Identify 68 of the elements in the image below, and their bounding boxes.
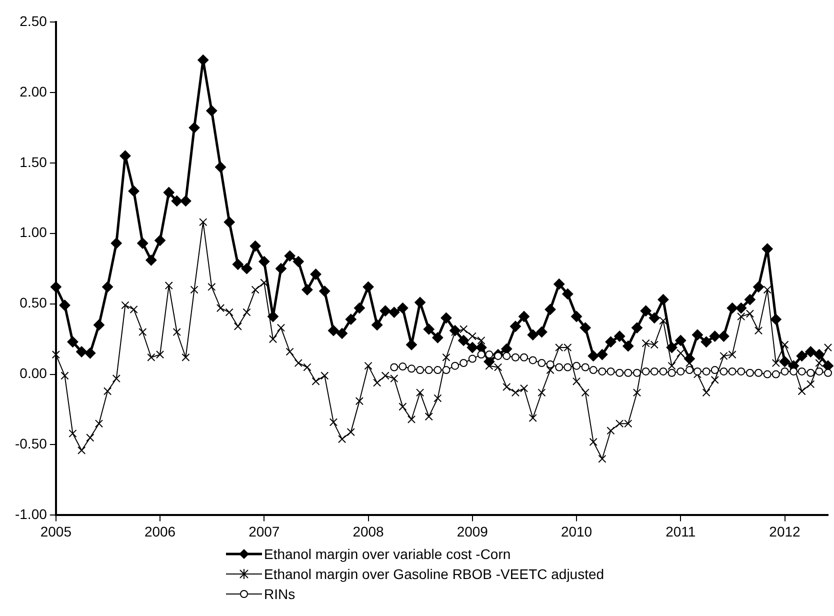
point	[815, 367, 824, 376]
point	[424, 366, 433, 374]
x-tick-label: 2011	[666, 523, 696, 540]
point	[772, 370, 780, 378]
point	[546, 360, 554, 368]
x-tick-label: 2008	[352, 523, 384, 540]
point	[416, 366, 424, 374]
x-tick-label: 2009	[456, 523, 488, 540]
point	[676, 367, 685, 376]
point	[624, 368, 632, 377]
point	[398, 362, 407, 371]
point	[824, 368, 832, 377]
point	[806, 368, 815, 377]
point	[572, 362, 581, 370]
point	[798, 367, 806, 376]
point	[598, 367, 606, 376]
point	[746, 368, 754, 377]
point	[693, 367, 702, 376]
point	[468, 354, 476, 363]
y-tick-label: 1.50	[20, 154, 48, 170]
x-tick-label: 2007	[248, 523, 280, 540]
point	[408, 364, 416, 373]
point	[642, 367, 650, 376]
point	[685, 366, 694, 374]
point	[555, 363, 564, 372]
y-tick-label: 0.50	[20, 294, 48, 311]
point	[442, 366, 450, 374]
y-tick-label: -1.00	[14, 506, 48, 522]
point	[485, 350, 494, 359]
y-tick-label: -0.50	[14, 436, 48, 452]
point	[710, 366, 719, 374]
point	[520, 353, 528, 362]
point	[650, 367, 658, 376]
point	[528, 356, 537, 364]
point	[564, 363, 572, 372]
point	[434, 366, 442, 374]
point	[451, 362, 460, 370]
point	[632, 368, 641, 377]
y-tick-label: 0.00	[20, 365, 48, 382]
point	[477, 350, 486, 359]
point	[668, 368, 676, 377]
point	[763, 370, 772, 378]
x-tick-label: 2006	[144, 523, 176, 540]
point	[390, 363, 398, 372]
point	[581, 363, 590, 372]
point	[728, 367, 736, 376]
y-tick-label: 2.00	[20, 83, 48, 100]
point	[502, 352, 511, 360]
point	[702, 367, 710, 376]
x-tick-label: 2005	[40, 523, 72, 540]
point	[589, 366, 598, 374]
point	[616, 368, 624, 377]
point	[720, 367, 728, 376]
point	[511, 353, 520, 362]
point	[460, 359, 468, 368]
x-tick-label: 2012	[769, 523, 801, 540]
point	[737, 367, 746, 376]
y-tick-label: 1.00	[20, 224, 48, 240]
point	[606, 367, 615, 376]
legend-label: Ethanol margin over Gasoline RBOB -VEETC adjusted	[264, 565, 604, 584]
point	[538, 359, 546, 368]
point	[780, 367, 789, 376]
legend-label: Ethanol margin over variable cost -Corn	[264, 545, 511, 564]
point	[754, 368, 763, 377]
point	[659, 367, 668, 376]
y-tick-label: 2.50	[20, 12, 48, 29]
x-tick-label: 2010	[560, 523, 592, 540]
legend-label: RINs	[264, 585, 296, 604]
